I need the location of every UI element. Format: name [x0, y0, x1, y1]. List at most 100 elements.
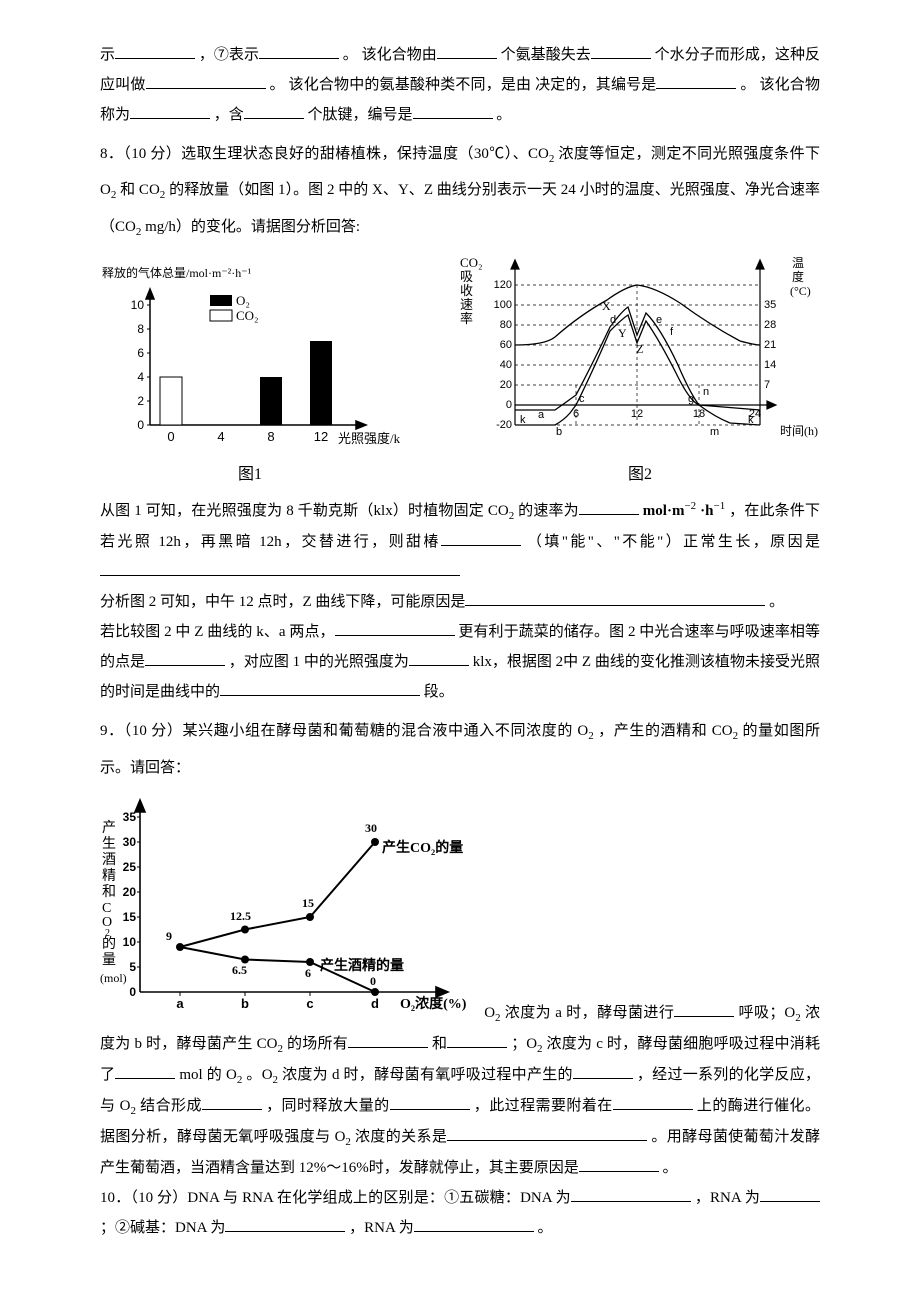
text: 段。: [424, 684, 454, 700]
svg-text:80: 80: [500, 319, 512, 331]
subscript: 2: [111, 189, 117, 201]
blank: [465, 590, 765, 607]
svg-text:(°C): (°C): [790, 284, 811, 298]
svg-text:g: g: [688, 393, 694, 405]
text: 9．（10 分）某兴趣小组在酵母菌和葡萄糖的混合液中通入不同浓度的 O: [100, 723, 588, 739]
svg-text:4: 4: [137, 370, 144, 384]
svg-text:2: 2: [137, 394, 144, 408]
svg-text:e: e: [656, 314, 662, 326]
text: 个肽键，编号是: [308, 107, 413, 123]
superscript: −1: [713, 500, 725, 512]
blank: [447, 1124, 647, 1141]
svg-text:25: 25: [123, 860, 137, 874]
text: mol·m: [643, 503, 685, 519]
svg-text:f: f: [670, 326, 674, 338]
text: 浓度为 a 时，酵母菌进行: [505, 1005, 675, 1021]
svg-text:10: 10: [131, 298, 145, 312]
blank: [145, 650, 225, 667]
text: 结合形成: [140, 1098, 202, 1114]
q8-part1: 从图 1 可知，在光照强度为 8 千勒克斯（klx）时植物固定 CO2 的速率为…: [100, 495, 820, 587]
svg-text:产: 产: [102, 820, 116, 836]
subscript: 2: [237, 1074, 243, 1086]
q8-part3: 若比较图 2 中 Z 曲线的 k、a 两点， 更有利于蔬菜的储存。图 2 中光合…: [100, 617, 820, 707]
svg-text:吸: 吸: [460, 269, 473, 284]
svg-text:k: k: [520, 414, 526, 426]
blank: [674, 1000, 734, 1017]
q9-stem: 9．（10 分）某兴趣小组在酵母菌和葡萄糖的混合液中通入不同浓度的 O2 ，产生…: [100, 713, 820, 785]
subscript: 2: [273, 1074, 279, 1086]
blank: [613, 1093, 693, 1110]
text: mg/h）的变化。请据图分析回答:: [145, 219, 360, 235]
svg-text:c: c: [579, 393, 585, 405]
blank: [760, 1185, 820, 1202]
subscript: 2: [549, 153, 555, 165]
text: ，含: [214, 107, 244, 123]
text: ，⑦表示: [199, 47, 259, 63]
svg-text:28: 28: [764, 319, 776, 331]
svg-text:的: 的: [102, 936, 116, 952]
blank: [414, 1215, 534, 1232]
blank: [573, 1062, 633, 1079]
svg-text:20: 20: [500, 379, 512, 391]
text: 。O: [246, 1067, 272, 1083]
svg-text:15: 15: [123, 910, 137, 924]
svg-text:(mol): (mol): [100, 971, 127, 985]
svg-text:m: m: [710, 426, 719, 438]
q10-body: 10．（10 分）DNA 与 RNA 在化学组成上的区别是：①五碳糖：DNA 为…: [100, 1183, 820, 1243]
svg-text:X: X: [602, 299, 611, 313]
svg-text:k: k: [748, 414, 754, 426]
subscript: 2: [733, 730, 739, 742]
svg-text:14: 14: [764, 359, 776, 371]
blank: [579, 499, 639, 516]
svg-text:35: 35: [123, 810, 137, 824]
svg-text:a: a: [538, 409, 545, 421]
svg-text:酒: 酒: [102, 852, 116, 868]
svg-text:12.5: 12.5: [230, 909, 251, 923]
svg-text:8: 8: [267, 429, 274, 444]
fig3-line-chart: 产生酒精 和CO2 的量 (mol) 0 5 10 15 20 25 30 35…: [100, 792, 500, 1022]
blank: [115, 1062, 175, 1079]
svg-text:时间(h): 时间(h): [780, 424, 818, 438]
svg-text:产生CO₂的量: 产生CO₂的量: [382, 839, 463, 856]
svg-text:8: 8: [137, 322, 144, 336]
subscript: 2: [495, 1012, 501, 1024]
svg-text:-20: -20: [496, 419, 512, 431]
text: 呼吸；O: [739, 1005, 796, 1021]
superscript: −2: [684, 500, 696, 512]
q8-part2: 分析图 2 可知，中午 12 点时，Z 曲线下降，可能原因是 。: [100, 587, 820, 617]
text: ·h: [700, 503, 713, 519]
svg-text:120: 120: [494, 279, 512, 291]
subscript: 2: [537, 1043, 543, 1055]
blank: [100, 560, 460, 577]
fig2-caption: 图2: [628, 459, 652, 491]
text: 若比较图 2 中 Z 曲线的 k、a 两点，: [100, 624, 335, 640]
text: mol 的 O: [179, 1067, 237, 1083]
svg-text:100: 100: [494, 299, 512, 311]
subscript: 2: [136, 226, 142, 238]
text: 浓度的关系是: [355, 1129, 447, 1145]
text: ；O: [511, 1036, 537, 1052]
svg-text:n: n: [703, 386, 709, 398]
svg-text:0: 0: [167, 429, 174, 444]
text: O: [484, 1005, 495, 1021]
text: 的速率为: [518, 503, 579, 519]
blank: [202, 1093, 262, 1110]
blank: [441, 530, 521, 547]
svg-text:15: 15: [302, 896, 314, 910]
text: 浓度为 d 时，酵母菌有氧呼吸过程中产生的: [282, 1067, 573, 1083]
q8-figures-row: 释放的气体总量/mol·m⁻²·h⁻¹ 0 2 4 6 8 10 O₂ CO₂: [100, 255, 820, 491]
blank: [130, 103, 210, 120]
blank: [220, 680, 420, 697]
text: ，此过程需要附着在: [474, 1098, 613, 1114]
blank: [390, 1093, 470, 1110]
svg-text:温: 温: [792, 256, 804, 270]
text: ，对应图 1 中的光照强度为: [229, 654, 409, 670]
svg-text:30: 30: [365, 821, 377, 835]
q7-tail-paragraph: 示 ，⑦表示 。 该化合物由 个氨基酸失去 个水分子而形成，这种反应叫做 。 该…: [100, 40, 820, 130]
svg-text:CO₂: CO₂: [236, 308, 259, 323]
svg-text:量: 量: [102, 952, 116, 968]
subscript: 2: [160, 189, 166, 201]
svg-text:和: 和: [102, 884, 116, 900]
blank: [437, 43, 497, 60]
svg-text:60: 60: [500, 339, 512, 351]
